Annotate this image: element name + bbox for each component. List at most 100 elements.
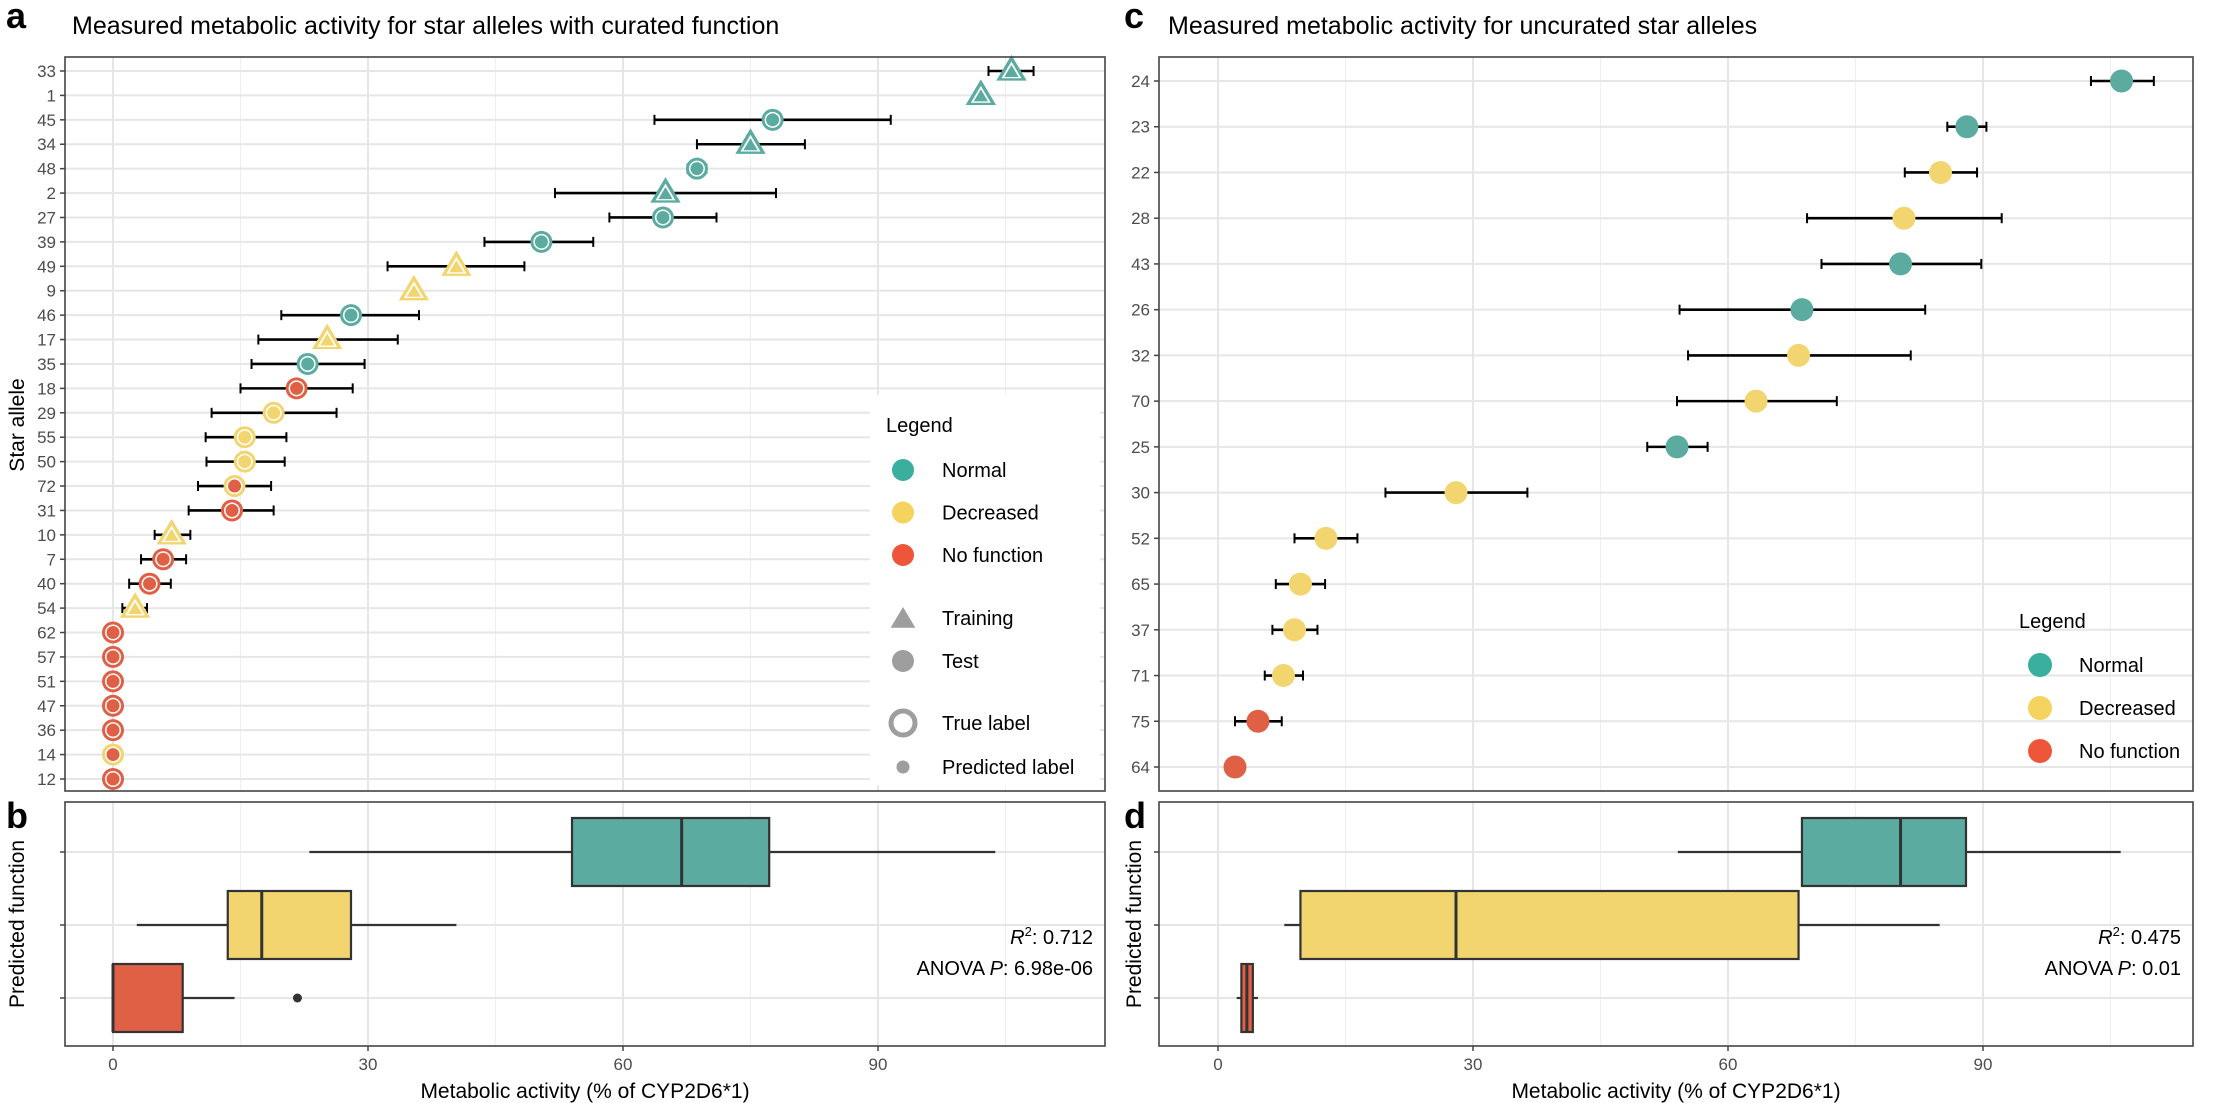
data-point-75 (1234, 709, 1283, 733)
predicted-label-dot (534, 235, 548, 249)
y-tick-label: 33 (37, 62, 56, 81)
data-point-28 (1806, 206, 2003, 230)
data-point-70 (1676, 389, 1838, 413)
legend-swatch-normal (2028, 653, 2052, 677)
panel-border (64, 56, 1106, 792)
legend-label: Decreased (2079, 698, 2176, 720)
panel-b: 0 30 60 90 Metabolic activity (% of CYP2D6*1… (6, 801, 1106, 1103)
boxplot-normal (1677, 816, 2121, 888)
legend-swatch-decreased (892, 501, 914, 524)
data-point-7 (140, 548, 188, 571)
y-axis-title: Predicted function (6, 840, 29, 1008)
data-point-62 (102, 621, 124, 644)
data-point-51 (102, 670, 124, 693)
r-superscript: 2 (2113, 924, 2120, 939)
boxplot-no-function (1236, 962, 1258, 1034)
chart-title: Measured metabolic activity for uncurate… (1168, 12, 1757, 40)
data-point-46 (280, 304, 420, 327)
predicted-label-dot (238, 430, 252, 444)
predicted-label-dot (690, 162, 704, 176)
predicted-label-triangle (743, 138, 758, 151)
y-tick-label: 9 (47, 282, 56, 301)
y-tick-label: 75 (1131, 712, 1150, 731)
data-point-57 (102, 645, 124, 668)
anova-label: ANOVA (917, 958, 990, 980)
p-symbol: P (990, 958, 1004, 980)
data-point-22 (1903, 160, 1979, 184)
legend-label: No function (2079, 741, 2180, 763)
anova-p-value: : 0.01 (2131, 958, 2181, 980)
data-point-65 (1274, 572, 1327, 596)
r-symbol: R (1010, 927, 1024, 949)
x-tick-label: 90 (1974, 1055, 1993, 1074)
y-tick-label: 37 (1131, 621, 1150, 640)
y-tick-label: 47 (37, 697, 56, 716)
data-point-32 (1687, 343, 1912, 367)
point-marker (1288, 572, 1312, 596)
boxplot-normal (309, 816, 996, 888)
predicted-label-dot (656, 210, 670, 224)
data-point-36 (102, 719, 124, 742)
y-tick-label: 39 (37, 233, 56, 252)
y-tick-label: 54 (37, 599, 56, 618)
data-point-50 (205, 450, 286, 473)
chart-title: Measured metabolic activity for star all… (72, 12, 779, 40)
data-point-35 (250, 352, 366, 375)
point-marker (1665, 435, 1689, 459)
x-tick-label: 90 (869, 1055, 888, 1074)
anova-p-text: ANOVA P: 6.98e-06 (917, 958, 1093, 980)
panel-a: 33 1 45 34 48 2 27 39 49 9 46 17 35 18 29 55 50 72 31 10 7 40… (6, 12, 1106, 792)
panel-label-d: d (1124, 795, 1146, 836)
data-point-14 (102, 743, 124, 766)
data-point-25 (1646, 435, 1709, 459)
data-point-43 (1820, 252, 1983, 276)
legend-title: Legend (886, 415, 953, 437)
y-tick-label: 35 (37, 355, 56, 374)
r-squared-text: R2: 0.475 (2098, 924, 2181, 949)
legend-label: Training (942, 608, 1014, 630)
data-point-33 (987, 55, 1035, 81)
y-tick-label: 45 (37, 111, 56, 130)
point-marker (1314, 526, 1338, 550)
legend-swatch-no-function (892, 544, 914, 566)
y-tick-label: 26 (1131, 301, 1150, 320)
true-label-ring-icon (888, 708, 918, 738)
legend-label: Normal (2079, 655, 2143, 677)
legend-label: True label (942, 713, 1030, 735)
y-tick-label: 72 (37, 477, 56, 496)
data-point-55 (204, 426, 288, 449)
training-triangle-icon (890, 607, 916, 628)
plot-background (1159, 57, 2193, 791)
legend-label: No function (942, 545, 1043, 567)
box (111, 962, 184, 1034)
box (1800, 816, 1968, 888)
legend-title: Legend (2019, 611, 2086, 633)
y-tick-label: 57 (37, 648, 56, 667)
y-tick-label: 51 (37, 672, 56, 691)
predicted-label-dot (106, 748, 120, 762)
predicted-label-dot (225, 503, 239, 517)
panel-border (64, 801, 1106, 1047)
x-tick-label: 30 (1464, 1055, 1483, 1074)
point-marker (2110, 69, 2134, 93)
data-point-27 (608, 206, 718, 229)
predicted-label-dot (106, 699, 120, 713)
y-tick-label: 27 (37, 208, 56, 227)
y-tick-label: 2 (47, 184, 56, 203)
predicted-label-dot (267, 406, 281, 420)
y-tick-label: 70 (1131, 392, 1150, 411)
legend: Legend Normal Decreased No function Training… (870, 395, 1100, 785)
predicted-label-dot (106, 723, 120, 737)
data-point-47 (102, 694, 124, 717)
predicted-label-dot (766, 113, 780, 127)
outlier-point (292, 993, 302, 1003)
data-point-18 (239, 377, 354, 400)
y-axis-title: Star allele (6, 378, 29, 471)
data-point-54 (119, 592, 151, 618)
y-tick-label: 18 (37, 379, 56, 398)
legend-swatch-no-function (2028, 739, 2052, 763)
data-point-17 (257, 323, 399, 350)
y-tick-label: 14 (37, 746, 56, 765)
y-tick-label: 10 (37, 526, 56, 545)
boxplot-decreased (1284, 889, 1940, 961)
